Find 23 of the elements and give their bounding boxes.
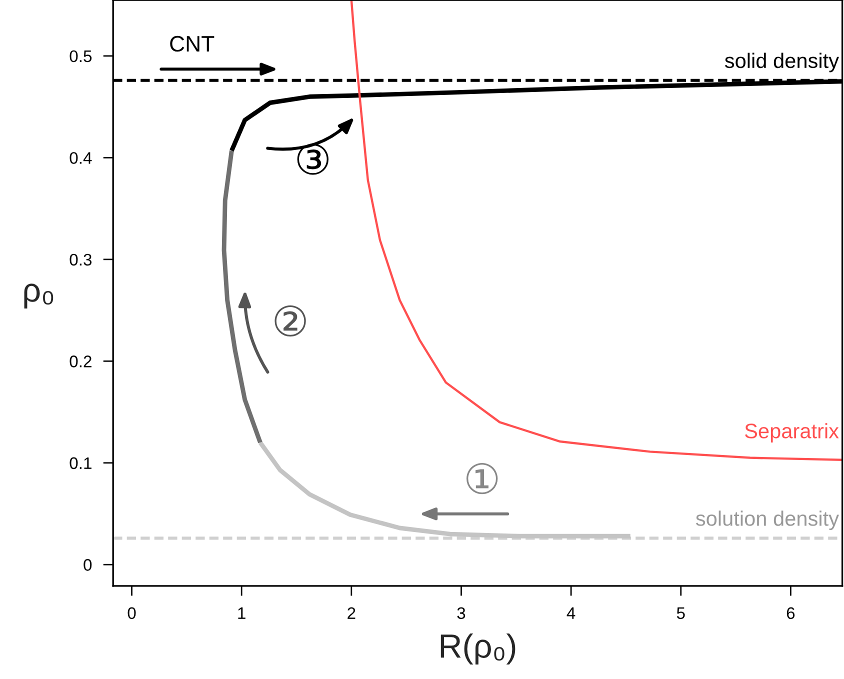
annotation: ②: [274, 305, 306, 337]
x-tick-label: 2: [348, 607, 356, 619]
y-tick-label: 0.2: [70, 356, 92, 368]
x-tick-label: 1: [238, 607, 246, 619]
y-tick-label: 0.1: [70, 457, 92, 470]
y-axis-title: ρ₀: [24, 284, 54, 309]
x-tick-label: 0: [128, 607, 136, 620]
ref-line-label: solid density: [724, 52, 839, 72]
y-tick-label: 0.4: [70, 152, 92, 164]
y-tick-label: 0.5: [70, 50, 92, 62]
x-axis-title: R(ρ₀): [440, 633, 516, 665]
y-tick-label: 0: [84, 559, 92, 571]
x-tick-label: 6: [786, 607, 795, 620]
x-tick-label: 3: [457, 607, 466, 620]
annotation: ①: [466, 462, 498, 494]
annotation: CNT: [170, 36, 214, 52]
line-series: [222, 148, 262, 445]
x-tick-label: 5: [676, 607, 685, 620]
line-series: [350, 0, 842, 461]
series-label: Separatrix: [745, 423, 839, 443]
ref-line-label: solution density: [696, 510, 839, 530]
y-tick-label: 0.3: [70, 254, 92, 266]
x-tick-label: 4: [566, 607, 576, 619]
